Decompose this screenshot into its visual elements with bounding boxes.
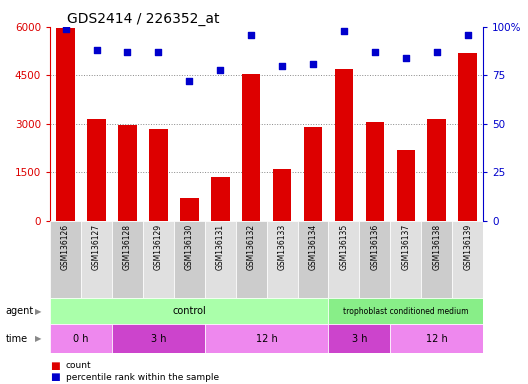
Bar xyxy=(267,221,298,298)
Bar xyxy=(149,129,168,221)
Text: ▶: ▶ xyxy=(35,334,42,343)
Point xyxy=(464,31,472,38)
Text: GSM136134: GSM136134 xyxy=(308,224,317,270)
Bar xyxy=(112,221,143,298)
Bar xyxy=(421,221,452,298)
Bar xyxy=(360,221,390,298)
Bar xyxy=(328,298,483,324)
Text: ■: ■ xyxy=(50,361,60,371)
Point xyxy=(185,78,194,84)
Text: count: count xyxy=(66,361,92,370)
Bar xyxy=(304,127,322,221)
Point xyxy=(247,31,256,38)
Bar xyxy=(174,221,205,298)
Text: GSM136135: GSM136135 xyxy=(340,224,348,270)
Text: 3 h: 3 h xyxy=(352,334,367,344)
Point xyxy=(402,55,410,61)
Bar xyxy=(211,177,230,221)
Bar xyxy=(205,221,235,298)
Bar xyxy=(452,221,483,298)
Text: GSM136126: GSM136126 xyxy=(61,224,70,270)
Text: GSM136136: GSM136136 xyxy=(370,224,380,270)
Text: ■: ■ xyxy=(50,372,60,382)
Point xyxy=(123,49,131,55)
Bar xyxy=(328,324,390,353)
Bar xyxy=(242,74,260,221)
Bar xyxy=(335,69,353,221)
Text: GSM136129: GSM136129 xyxy=(154,224,163,270)
Bar xyxy=(205,324,328,353)
Text: GSM136127: GSM136127 xyxy=(92,224,101,270)
Bar xyxy=(428,119,446,221)
Point xyxy=(309,61,317,67)
Point xyxy=(432,49,441,55)
Bar xyxy=(50,324,112,353)
Bar xyxy=(118,126,137,221)
Text: GSM136133: GSM136133 xyxy=(278,224,287,270)
Point xyxy=(154,49,163,55)
Bar xyxy=(365,122,384,221)
Point xyxy=(216,66,224,73)
Text: time: time xyxy=(5,334,27,344)
Bar xyxy=(180,198,199,221)
Text: agent: agent xyxy=(5,306,34,316)
Bar xyxy=(87,119,106,221)
Point xyxy=(278,63,286,69)
Bar xyxy=(390,324,483,353)
Text: trophoblast conditioned medium: trophoblast conditioned medium xyxy=(343,306,468,316)
Text: control: control xyxy=(173,306,206,316)
Bar xyxy=(458,53,477,221)
Bar xyxy=(50,221,81,298)
Text: 0 h: 0 h xyxy=(73,334,89,344)
Bar xyxy=(112,324,205,353)
Bar xyxy=(390,221,421,298)
Text: 12 h: 12 h xyxy=(426,334,448,344)
Bar xyxy=(273,169,291,221)
Bar xyxy=(235,221,267,298)
Text: GSM136137: GSM136137 xyxy=(401,224,410,270)
Bar xyxy=(81,221,112,298)
Point xyxy=(371,49,379,55)
Text: 12 h: 12 h xyxy=(256,334,278,344)
Point xyxy=(61,26,70,32)
Text: GSM136128: GSM136128 xyxy=(123,224,132,270)
Bar xyxy=(298,221,328,298)
Bar xyxy=(56,28,75,221)
Text: GSM136138: GSM136138 xyxy=(432,224,441,270)
Point xyxy=(340,28,348,34)
Text: GSM136132: GSM136132 xyxy=(247,224,256,270)
Bar xyxy=(50,298,328,324)
Text: ▶: ▶ xyxy=(35,306,42,316)
Bar xyxy=(143,221,174,298)
Text: 3 h: 3 h xyxy=(150,334,166,344)
Text: percentile rank within the sample: percentile rank within the sample xyxy=(66,372,219,382)
Bar xyxy=(397,150,415,221)
Text: GSM136130: GSM136130 xyxy=(185,224,194,270)
Bar xyxy=(328,221,360,298)
Text: GSM136139: GSM136139 xyxy=(463,224,472,270)
Point xyxy=(92,47,101,53)
Text: GSM136131: GSM136131 xyxy=(216,224,225,270)
Text: GDS2414 / 226352_at: GDS2414 / 226352_at xyxy=(68,12,220,26)
